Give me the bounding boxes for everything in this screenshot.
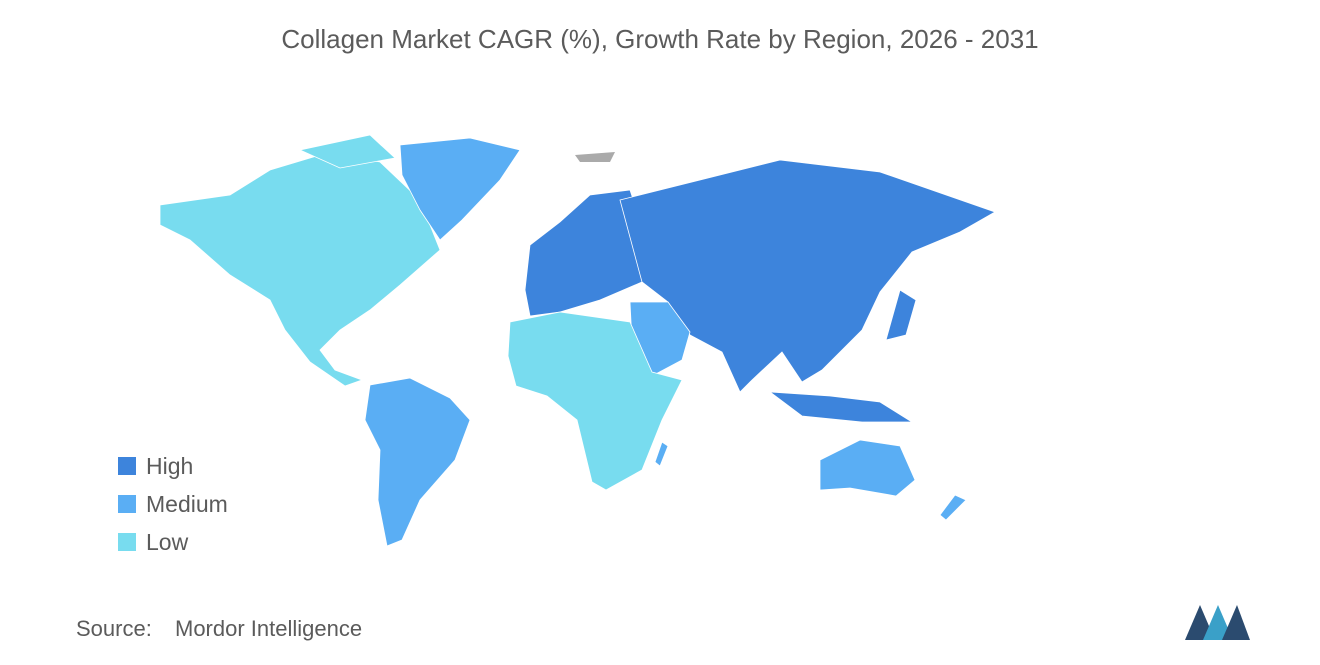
south-america	[364, 377, 471, 547]
australia	[819, 439, 916, 497]
source-text: Mordor Intelligence	[175, 616, 362, 641]
asia	[619, 159, 996, 393]
madagascar	[654, 441, 669, 467]
no-data-region	[575, 152, 615, 162]
legend-label: Low	[146, 529, 189, 555]
map-title: Collagen Market CAGR (%), Growth Rate by…	[281, 24, 1038, 54]
legend-label: Medium	[146, 491, 228, 517]
japan	[885, 289, 917, 341]
legend: High Medium Low	[118, 453, 228, 555]
legend-label: High	[146, 453, 193, 479]
world-map	[159, 134, 996, 547]
north-america	[159, 151, 441, 387]
legend-swatch	[118, 495, 136, 513]
source-label: Source:	[76, 616, 152, 641]
arctic-islands	[298, 134, 396, 169]
greenland	[399, 137, 521, 241]
africa	[507, 311, 683, 491]
southeast-asia-islands	[768, 391, 914, 423]
legend-swatch	[118, 457, 136, 475]
new-zealand	[939, 494, 967, 521]
logo	[1185, 605, 1250, 640]
legend-swatch	[118, 533, 136, 551]
